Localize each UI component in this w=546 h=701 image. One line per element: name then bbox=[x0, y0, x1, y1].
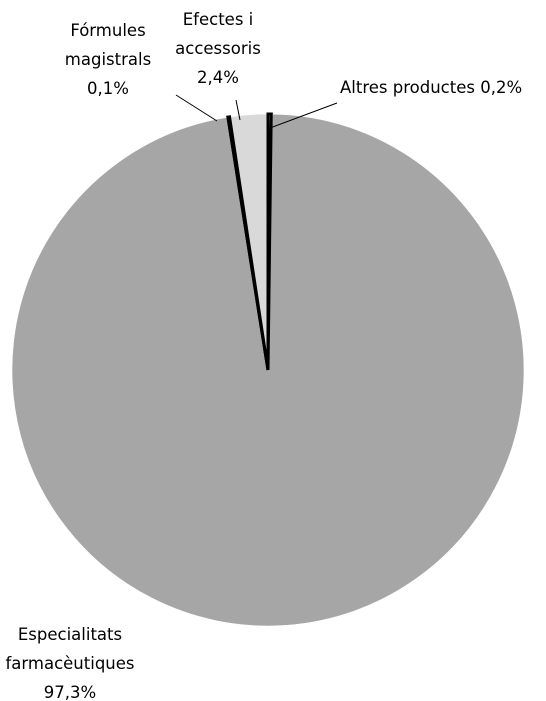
slice-label: 97,3% bbox=[44, 683, 96, 701]
slice-labels: Altres productes 0,2% Especialitats farmac… bbox=[5, 10, 522, 701]
leader-line bbox=[235, 99, 241, 121]
slice-label: 0,1% bbox=[87, 79, 129, 98]
pie-slice-outline bbox=[226, 115, 270, 371]
pie-slice-outline bbox=[266, 112, 273, 371]
slice-label: magistrals bbox=[65, 50, 151, 69]
slice-label: Altres productes 0,2% bbox=[340, 78, 522, 97]
leader-lines bbox=[175, 94, 338, 129]
leader-line bbox=[175, 94, 218, 122]
slice-label: farmacèutiques bbox=[5, 654, 134, 673]
slice-label: accessoris bbox=[175, 39, 261, 58]
slice-label: Especialitats bbox=[18, 625, 122, 644]
slice-label: 2,4% bbox=[197, 68, 239, 87]
slice-label: Fórmules bbox=[70, 21, 145, 40]
pie-slices bbox=[11, 112, 525, 627]
slice-label: Efectes i bbox=[183, 10, 254, 29]
leader-line bbox=[269, 102, 338, 129]
